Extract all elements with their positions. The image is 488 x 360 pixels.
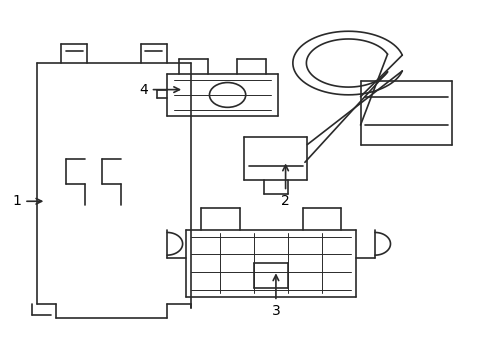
Text: 2: 2	[281, 165, 289, 208]
Text: 1: 1	[12, 194, 41, 208]
Text: 3: 3	[271, 275, 280, 318]
Text: 4: 4	[139, 82, 179, 96]
